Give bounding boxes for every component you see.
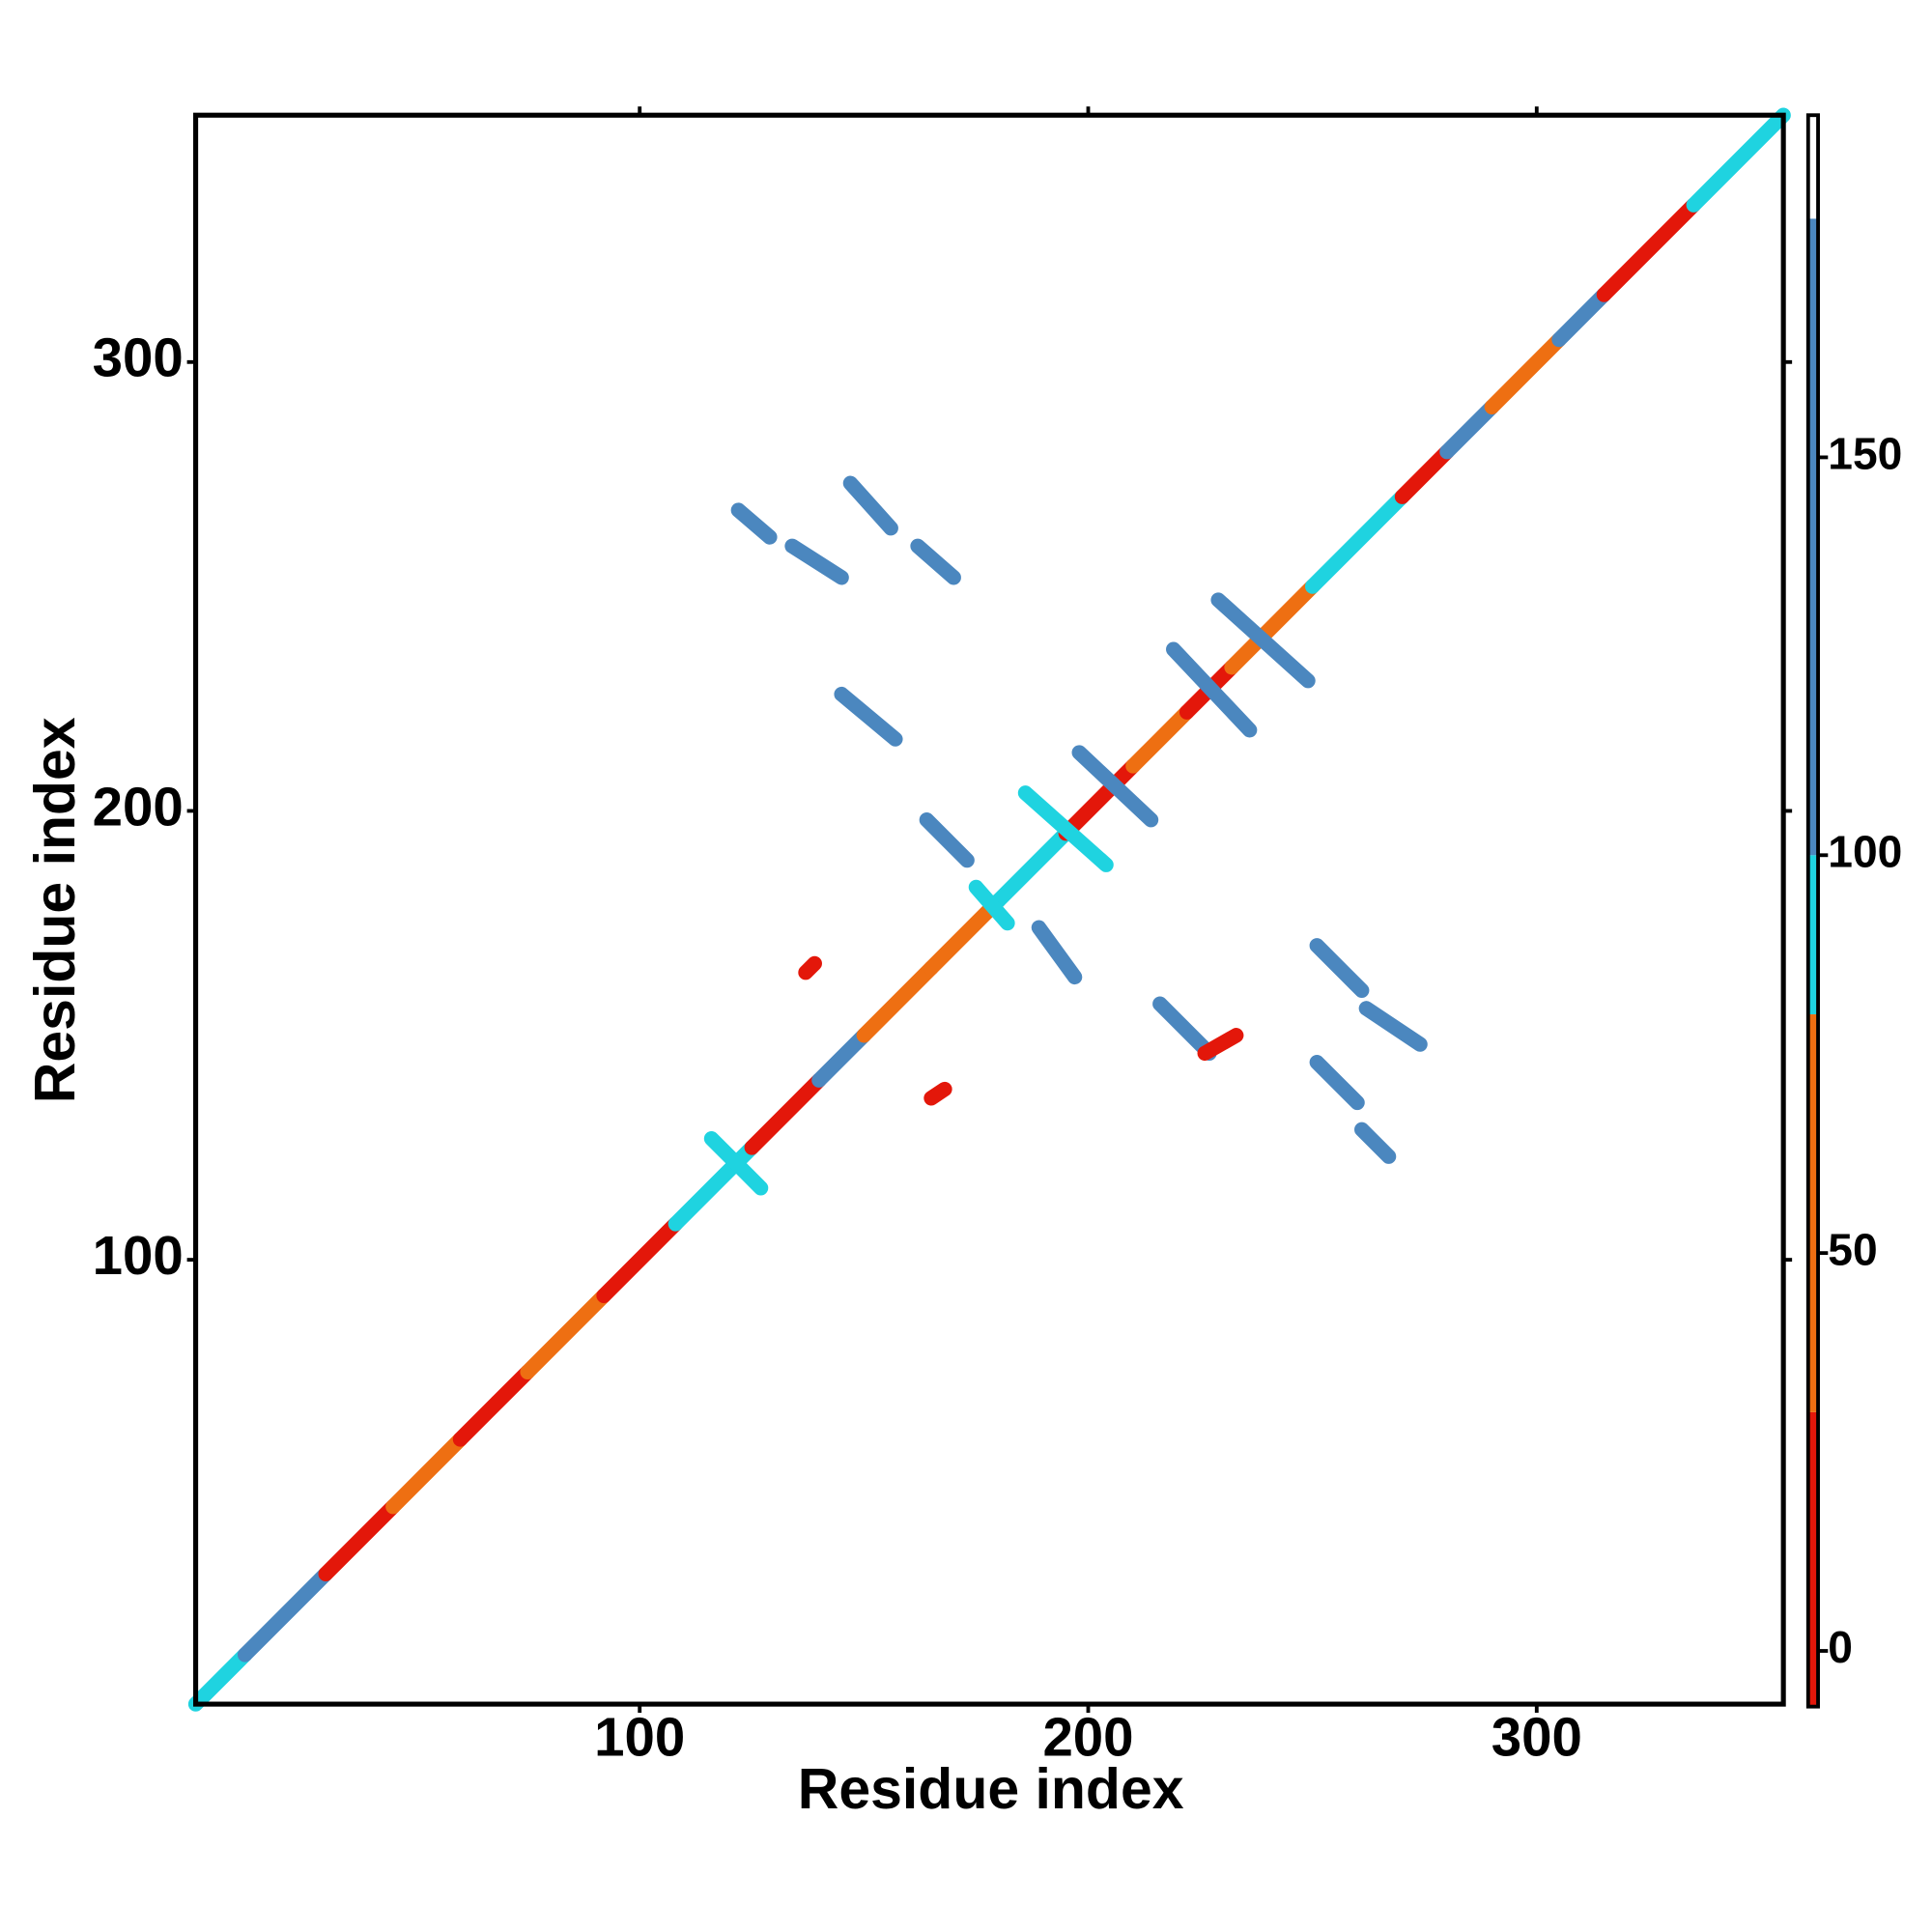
contact xyxy=(990,825,1073,909)
contact xyxy=(798,955,822,980)
contact xyxy=(1309,1054,1365,1111)
contact xyxy=(1125,704,1195,774)
contact xyxy=(1152,996,1217,1062)
contact xyxy=(744,1072,827,1155)
colorbar-tick-label: 100 xyxy=(1828,826,1902,876)
contact xyxy=(1304,489,1410,594)
contact xyxy=(1354,1122,1397,1164)
contact xyxy=(784,538,849,585)
colorbar-band xyxy=(1807,1014,1819,1412)
contact xyxy=(1686,107,1791,213)
x-tick-label: 200 xyxy=(1042,1706,1133,1767)
y-tick-label: 300 xyxy=(93,327,184,388)
contact xyxy=(1017,785,1114,872)
contact xyxy=(1210,592,1316,689)
contact xyxy=(1031,920,1083,985)
colorbar-band xyxy=(1807,115,1819,219)
contact xyxy=(703,1130,769,1196)
contact xyxy=(811,1028,872,1088)
contact xyxy=(730,502,778,545)
x-axis-label: Residue index xyxy=(798,1758,1184,1821)
contact xyxy=(1596,197,1701,302)
x-tick-label: 300 xyxy=(1492,1706,1582,1767)
contact xyxy=(318,1498,401,1582)
colorbar-band xyxy=(1807,855,1819,1015)
contact xyxy=(385,1432,469,1515)
y-axis-label: Residue index xyxy=(24,717,87,1103)
contact xyxy=(187,1647,253,1712)
contact xyxy=(596,1216,684,1303)
contact xyxy=(1551,287,1612,348)
colorbar-tick-label: 150 xyxy=(1828,429,1902,479)
contact xyxy=(923,893,1007,976)
colorbar-band xyxy=(1807,218,1819,856)
contact xyxy=(919,812,975,868)
colorbar-frame xyxy=(1805,113,1820,1709)
contact xyxy=(1197,1028,1244,1062)
contact xyxy=(1439,399,1500,460)
contact xyxy=(1358,1001,1428,1052)
contact xyxy=(1224,579,1321,675)
colorbar-tick-label: 0 xyxy=(1828,1622,1853,1672)
contact xyxy=(923,1081,952,1106)
y-tick-label: 100 xyxy=(93,1225,184,1286)
plot-frame xyxy=(193,112,1786,1707)
contact xyxy=(1058,758,1141,841)
colorbar-tick-label: 50 xyxy=(1828,1224,1877,1274)
contact xyxy=(1394,444,1455,504)
contact xyxy=(1484,331,1567,414)
contact xyxy=(834,686,903,747)
contact xyxy=(1309,938,1370,998)
contact xyxy=(1166,641,1258,738)
contact xyxy=(237,1566,333,1662)
contact xyxy=(842,475,898,536)
y-tick-label: 200 xyxy=(93,776,184,837)
contact xyxy=(520,1288,611,1379)
contact xyxy=(452,1364,535,1447)
contact xyxy=(910,538,961,585)
x-tick-label: 100 xyxy=(594,1706,685,1767)
contact xyxy=(968,879,1015,931)
contact xyxy=(1071,745,1159,828)
colorbar-band xyxy=(1807,1411,1819,1707)
contact xyxy=(856,960,939,1043)
